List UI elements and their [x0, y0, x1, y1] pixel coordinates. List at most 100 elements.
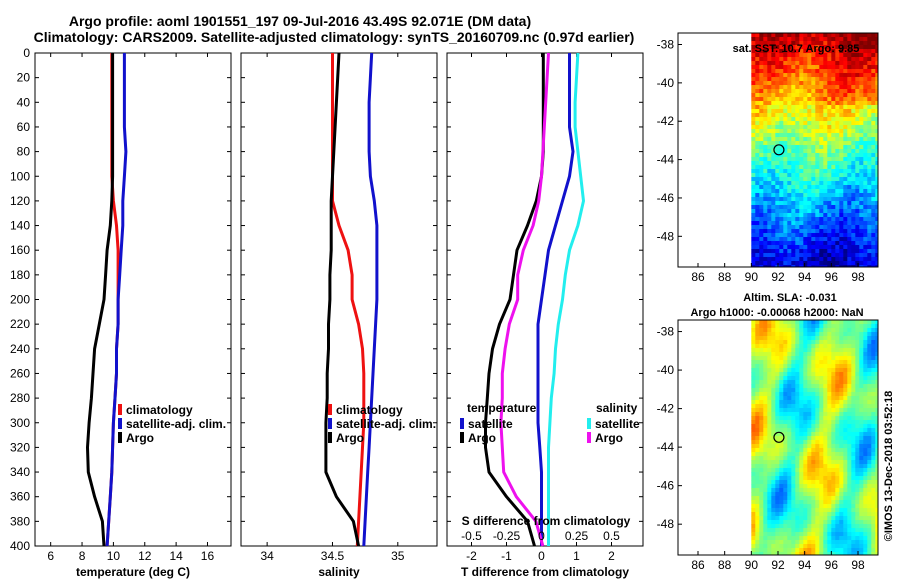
sla_map-cell [867, 356, 872, 361]
sst_map-cell [787, 57, 792, 62]
sst_map-cell [851, 245, 856, 250]
sla_map-cell [791, 516, 796, 521]
sst_map-cell [867, 81, 872, 86]
sla_map-cell [855, 420, 860, 425]
sst_map-cell [775, 33, 780, 38]
sla_map-cell [819, 364, 824, 369]
sla_map-cell [875, 348, 879, 353]
sla_map-cell [783, 372, 788, 377]
sla_map-cell [771, 456, 776, 461]
sla_map-cell [763, 340, 768, 345]
sst_map-cell [751, 229, 756, 234]
sst_map-cell [875, 89, 879, 94]
sla_map-cell [863, 500, 868, 505]
sst_map-cell [843, 77, 848, 82]
sla_map-cell [763, 468, 768, 473]
sla_map-cell [859, 380, 864, 385]
sla_map-cell [819, 336, 824, 341]
sst_map-cell [751, 49, 756, 54]
sst_map-cell [863, 201, 868, 206]
sla_map-cell [791, 404, 796, 409]
sla_map-cell [751, 332, 756, 337]
sla_map-cell [831, 368, 836, 373]
sla_map-cell [863, 356, 868, 361]
sst_map-cell [767, 61, 772, 66]
sst_map-cell [755, 201, 760, 206]
sla_map-cell [835, 492, 840, 497]
sla_map-cell [759, 432, 764, 437]
sla_map-cell [823, 424, 828, 429]
sst_map-cell [791, 53, 796, 58]
sst_map-cell [751, 213, 756, 218]
sla_map-cell [863, 472, 868, 477]
sla_map-cell [751, 424, 756, 429]
sst_map-cell [799, 185, 804, 190]
sla_map-cell [775, 484, 780, 489]
sst_map-cell [823, 217, 828, 222]
sla_map-cell [751, 328, 756, 333]
sla_map-cell [867, 432, 872, 437]
sst_map-cell [791, 153, 796, 158]
sla_map-cell [831, 388, 836, 393]
sla_map-cell [851, 448, 856, 453]
sst-map-title: sat. SST: 10.7 Argo: 9.85 [733, 43, 860, 55]
y-tick-label: 400 [10, 539, 30, 553]
sst_map-cell [767, 229, 772, 234]
sla_map-cell [751, 396, 756, 401]
sst_map-cell [819, 65, 824, 70]
sla_map-cell [855, 384, 860, 389]
sla_map-cell [839, 484, 844, 489]
sst_map-cell [859, 253, 864, 258]
sst_map-cell [839, 33, 844, 38]
sst_map-cell [871, 97, 876, 102]
sla_map-cell [859, 524, 864, 529]
sst_map-cell [859, 181, 864, 186]
sst_map-cell [863, 197, 868, 202]
sla_map-cell [787, 340, 792, 345]
y-tick-label: 160 [10, 243, 30, 257]
sla_map-cell [811, 516, 816, 521]
sla_map-cell [827, 376, 832, 381]
sst_map-cell [843, 105, 848, 110]
sst_map-cell [867, 153, 872, 158]
sla_map-cell [823, 416, 828, 421]
sst_map-cell [819, 81, 824, 86]
sst_map-cell [807, 169, 812, 174]
sla_map-cell [767, 464, 772, 469]
sst_map-cell [835, 141, 840, 146]
sla_map-cell [855, 512, 860, 517]
sla_map-cell [763, 532, 768, 537]
sst_map-cell [803, 209, 808, 214]
sst_map-cell [807, 69, 812, 74]
sst_map-cell [871, 205, 876, 210]
sla_map-cell [867, 436, 872, 441]
sst_map-cell [847, 217, 852, 222]
sla_map-cell [819, 480, 824, 485]
sst_map-cell [875, 45, 879, 50]
sla_map-cell [751, 528, 756, 533]
sst_map-cell [759, 49, 764, 54]
sst_map-cell [815, 121, 820, 126]
sst_map-cell [799, 193, 804, 198]
sla_map-cell [799, 380, 804, 385]
sla_map-cell [787, 348, 792, 353]
sst_map-cell [851, 81, 856, 86]
sst_map-cell [827, 177, 832, 182]
sla_map-cell [811, 420, 816, 425]
sla_map-cell [819, 380, 824, 385]
sla_map-cell [763, 548, 768, 553]
sst_map-cell [763, 137, 768, 142]
sla_map-cell [767, 500, 772, 505]
sst_map-cell [823, 161, 828, 166]
sst_map-cell [771, 181, 776, 186]
sst_map-cell [819, 241, 824, 246]
sla_map-cell [847, 552, 852, 556]
legend-label: satellite [595, 417, 640, 431]
sla_map-cell [843, 456, 848, 461]
sla_map-cell [787, 492, 792, 497]
sla_map-cell [855, 388, 860, 393]
sst_map-cell [835, 77, 840, 82]
sla_map-cell [855, 520, 860, 525]
sst_map-cell [783, 49, 788, 54]
sla_map-cell [775, 488, 780, 493]
